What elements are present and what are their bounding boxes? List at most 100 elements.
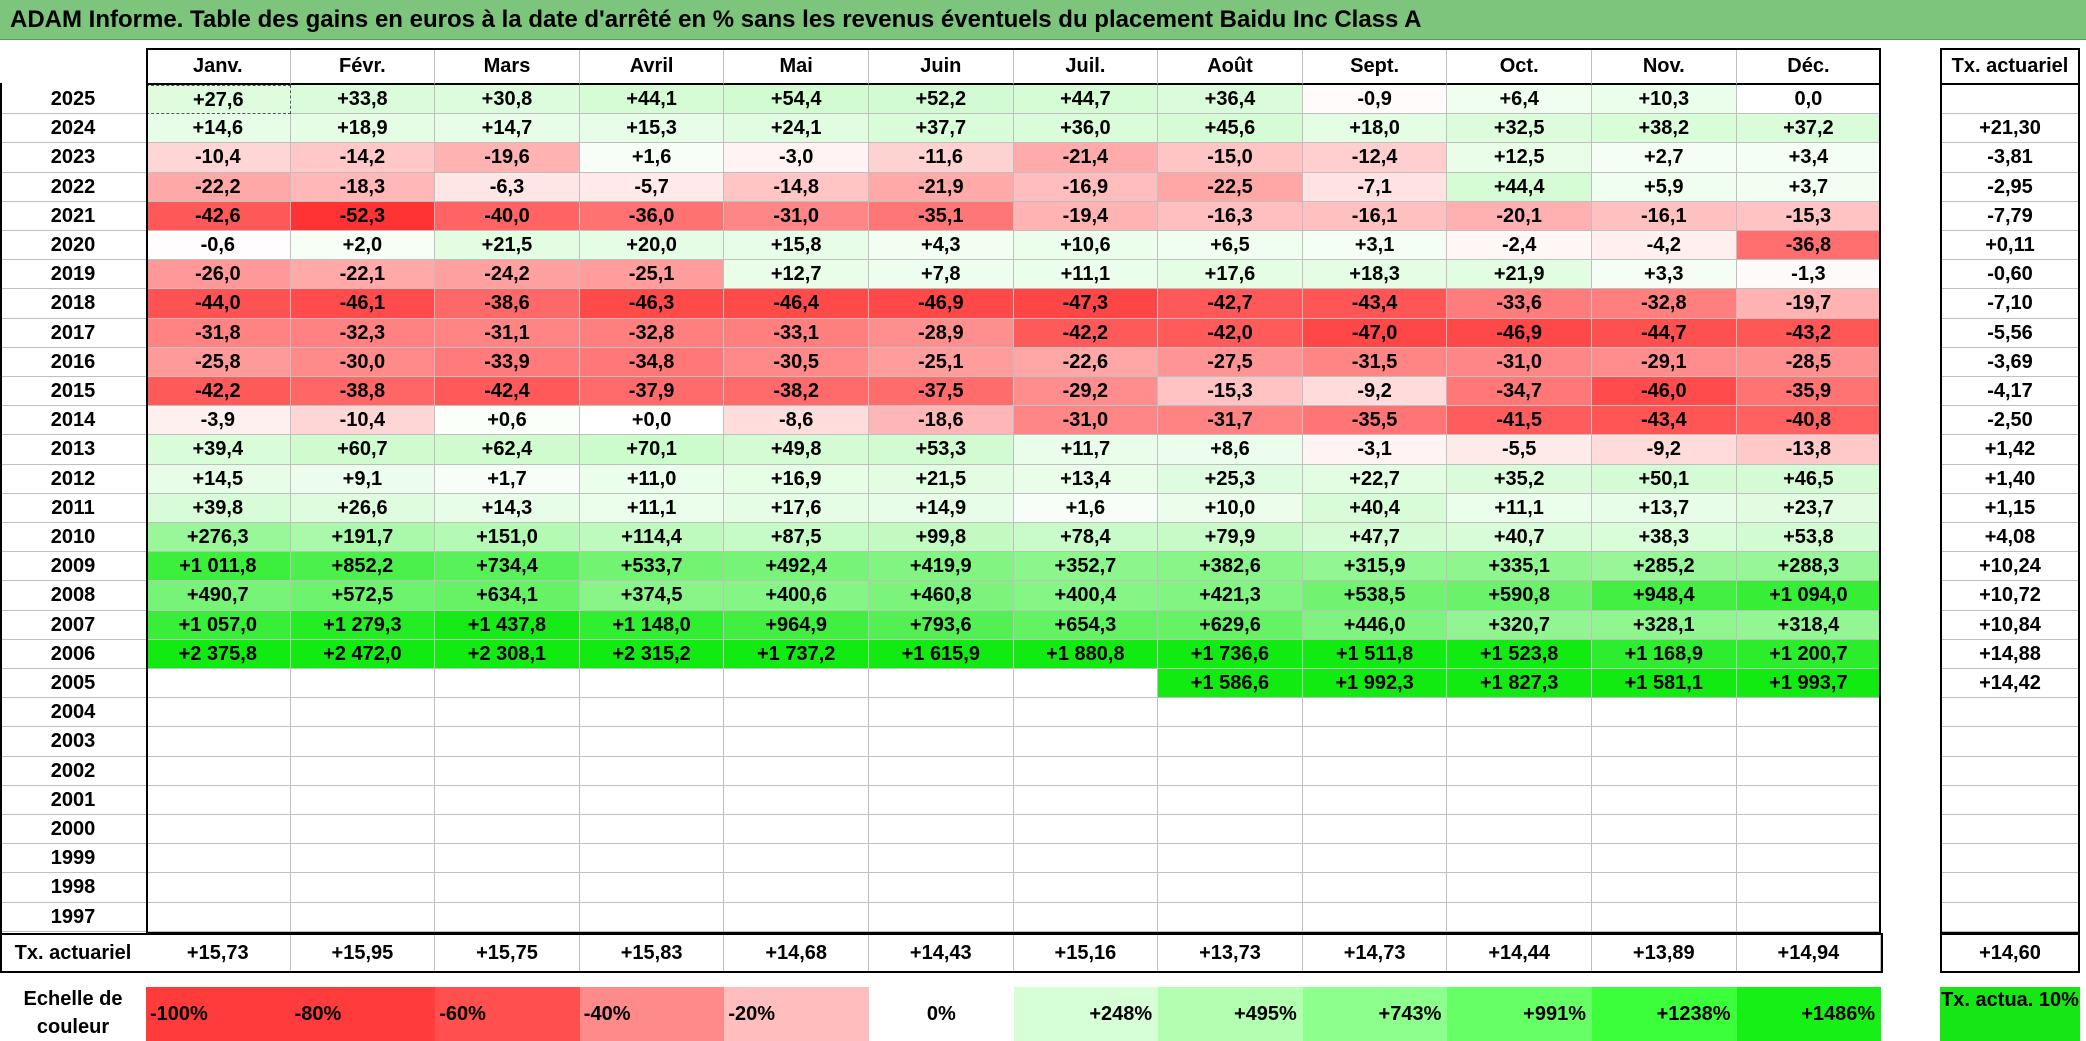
- heatmap-cell: -43,4: [1302, 289, 1448, 319]
- rate-cell: +1,42: [1940, 435, 2080, 465]
- heatmap-cell: -3,1: [1302, 435, 1448, 465]
- heatmap-cell: [290, 902, 436, 932]
- heatmap-cell: -43,4: [1592, 406, 1737, 436]
- heatmap-cell: [1447, 785, 1592, 815]
- heatmap-cell: -22,5: [1158, 172, 1303, 202]
- heatmap-cell: +288,3: [1736, 552, 1882, 582]
- heatmap-cell: +590,8: [1447, 581, 1592, 611]
- heatmap-cell: -46,4: [724, 289, 869, 319]
- heatmap-cell: +47,7: [1302, 523, 1448, 553]
- heatmap-cell: [1158, 873, 1303, 903]
- heatmap-cell: [1302, 844, 1448, 874]
- heatmap-cell: +20,0: [579, 231, 725, 261]
- heatmap-cell: +1 011,8: [146, 552, 291, 582]
- month-header: Mars: [435, 48, 580, 85]
- heatmap-cell: +35,2: [1447, 464, 1592, 494]
- heatmap-cell: -38,2: [724, 377, 869, 407]
- heatmap-cell: +39,4: [146, 435, 291, 465]
- heatmap-cell: [1447, 756, 1592, 786]
- year-label: 2005: [0, 669, 146, 699]
- heatmap-cell: +793,6: [869, 610, 1014, 640]
- heatmap-cell: +400,4: [1013, 581, 1159, 611]
- heatmap-cell: +1 057,0: [146, 610, 291, 640]
- heatmap-cell: +14,9: [869, 493, 1014, 523]
- heatmap-cell: [1158, 756, 1303, 786]
- heatmap-cell: +54,4: [724, 85, 869, 115]
- heatmap-cell: +1 437,8: [435, 610, 580, 640]
- heatmap-cell: [1302, 785, 1448, 815]
- legend-swatch: -20%: [724, 986, 869, 1041]
- heatmap-cell: +17,6: [1158, 260, 1303, 290]
- heatmap-cell: +1 992,3: [1302, 669, 1448, 699]
- heatmap-cell: -46,0: [1592, 377, 1737, 407]
- heatmap-cell: [1736, 902, 1882, 932]
- heatmap-cell: +1 993,7: [1736, 669, 1882, 699]
- heatmap-cell: +60,7: [290, 435, 436, 465]
- heatmap-cell: +21,5: [435, 231, 580, 261]
- year-label: 2023: [0, 143, 146, 173]
- heatmap-cell: [1592, 902, 1737, 932]
- rate-cell: [1940, 903, 2080, 932]
- heatmap-cell: [724, 785, 869, 815]
- heatmap-cell: [1736, 698, 1882, 728]
- heatmap-cell: +14,6: [146, 114, 291, 144]
- heatmap-cell: -24,2: [435, 260, 580, 290]
- heatmap-cell: [1447, 873, 1592, 903]
- heatmap-cell: [146, 785, 291, 815]
- heatmap-cell: +0,6: [435, 406, 580, 436]
- heatmap-cell: -33,6: [1447, 289, 1592, 319]
- heatmap-cell: [1158, 727, 1303, 757]
- heatmap-cell: [869, 727, 1014, 757]
- rate-cell: +1,40: [1940, 465, 2080, 494]
- heatmap-cell: [1592, 698, 1737, 728]
- rate-cell: -2,95: [1940, 173, 2080, 202]
- heatmap-cell: -18,3: [290, 172, 436, 202]
- heatmap-cell: -35,5: [1302, 406, 1448, 436]
- heatmap-cell: -27,5: [1158, 347, 1303, 377]
- heatmap-cell: -5,7: [579, 172, 725, 202]
- heatmap-cell: [724, 873, 869, 903]
- heatmap-cell: [1013, 844, 1159, 874]
- legend-swatch: -80%: [290, 986, 436, 1041]
- year-label: 2014: [0, 406, 146, 436]
- rate-cell: [1940, 844, 2080, 874]
- legend-swatch: -40%: [579, 986, 725, 1041]
- heatmap-cell: +15,3: [579, 114, 725, 144]
- heatmap-cell: [724, 669, 869, 699]
- heatmap-cell: [146, 698, 291, 728]
- heatmap-cell: +400,6: [724, 581, 869, 611]
- heatmap-cell: +11,7: [1013, 435, 1159, 465]
- heatmap-cell: -47,3: [1013, 289, 1159, 319]
- heatmap-cell: +629,6: [1158, 610, 1303, 640]
- heatmap-cell: -19,7: [1736, 289, 1882, 319]
- heatmap-cell: +1 279,3: [290, 610, 436, 640]
- heatmap-cell: [1592, 815, 1737, 845]
- heatmap-cell: -14,2: [290, 143, 436, 173]
- footer-rate-cell: +15,73: [146, 934, 291, 971]
- year-label: 2025: [0, 85, 146, 115]
- heatmap-cell: -32,3: [290, 318, 436, 348]
- month-header: Juil.: [1013, 48, 1159, 85]
- heatmap-cell: +654,3: [1013, 610, 1159, 640]
- heatmap-cell: +3,7: [1736, 172, 1882, 202]
- heatmap-cell: [1592, 727, 1737, 757]
- heatmap-cell: +45,6: [1158, 114, 1303, 144]
- legend-swatch: +1486%: [1736, 986, 1882, 1041]
- heatmap-cell: +78,4: [1013, 523, 1159, 553]
- heatmap-cell: +460,8: [869, 581, 1014, 611]
- footer-rate-cell: +15,16: [1014, 934, 1159, 971]
- heatmap-cell: [1447, 815, 1592, 845]
- heatmap-cell: [724, 756, 869, 786]
- heatmap-cell: +22,7: [1302, 464, 1448, 494]
- heatmap-cell: -33,9: [435, 347, 580, 377]
- heatmap-cell: -42,0: [1158, 318, 1303, 348]
- heatmap-cell: +36,4: [1158, 85, 1303, 115]
- year-label: 2013: [0, 435, 146, 465]
- year-label: 2008: [0, 581, 146, 611]
- rate-cell: +1,15: [1940, 494, 2080, 523]
- heatmap-cell: [1592, 873, 1737, 903]
- heatmap-cell: -40,0: [435, 201, 580, 231]
- heatmap-cell: +0,0: [579, 406, 725, 436]
- heatmap-cell: +39,8: [146, 493, 291, 523]
- rate-cell: -5,56: [1940, 319, 2080, 348]
